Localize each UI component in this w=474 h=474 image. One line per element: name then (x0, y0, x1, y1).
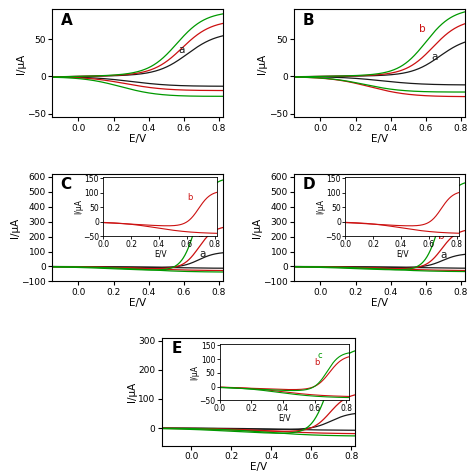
Y-axis label: I/μA: I/μA (257, 54, 267, 73)
Text: D: D (302, 177, 315, 192)
Text: b: b (419, 24, 426, 34)
Text: a: a (431, 52, 438, 62)
Text: a: a (179, 45, 185, 55)
X-axis label: E/V: E/V (129, 134, 146, 144)
Text: c: c (323, 352, 329, 362)
Text: A: A (61, 13, 73, 27)
Y-axis label: I/μA: I/μA (252, 218, 262, 237)
Text: c: c (436, 201, 441, 211)
Text: B: B (302, 13, 314, 27)
Text: b: b (198, 229, 205, 239)
Text: E: E (171, 341, 182, 356)
Text: a: a (200, 249, 206, 259)
X-axis label: E/V: E/V (371, 298, 388, 308)
Y-axis label: I/μA: I/μA (10, 218, 20, 237)
Y-axis label: I/μA: I/μA (16, 54, 26, 73)
Text: a: a (441, 250, 447, 260)
Text: C: C (61, 177, 72, 192)
Text: c: c (193, 200, 199, 210)
X-axis label: E/V: E/V (371, 134, 388, 144)
Text: b: b (438, 231, 445, 241)
X-axis label: E/V: E/V (129, 298, 146, 308)
X-axis label: E/V: E/V (250, 462, 267, 472)
Y-axis label: I/μA: I/μA (127, 382, 137, 401)
